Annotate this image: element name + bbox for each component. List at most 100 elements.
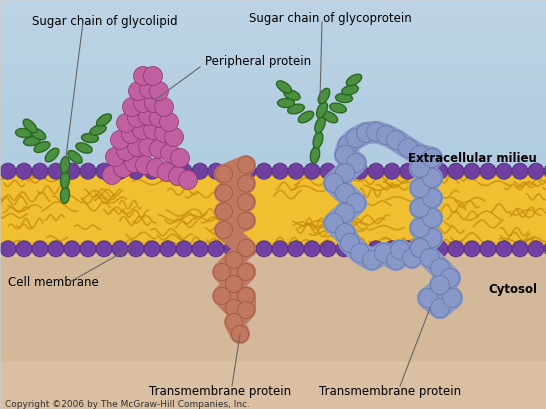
Circle shape: [240, 163, 256, 179]
Text: Transmembrane protein: Transmembrane protein: [319, 386, 461, 398]
Circle shape: [387, 250, 406, 270]
Circle shape: [225, 276, 242, 292]
Circle shape: [320, 241, 336, 257]
Text: Copyright ©2006 by The McGraw-Hill Companies, Inc.
All rights reserved.: Copyright ©2006 by The McGraw-Hill Compa…: [5, 400, 250, 409]
Circle shape: [48, 163, 64, 179]
Circle shape: [0, 241, 16, 257]
Circle shape: [225, 252, 242, 268]
Circle shape: [304, 163, 320, 179]
Circle shape: [335, 164, 354, 182]
Circle shape: [411, 178, 430, 198]
Circle shape: [80, 163, 96, 179]
Bar: [0, 43, 546, 52]
Circle shape: [351, 243, 370, 263]
Circle shape: [335, 184, 354, 202]
Circle shape: [336, 163, 352, 179]
Circle shape: [238, 193, 254, 211]
Circle shape: [357, 124, 376, 142]
Circle shape: [160, 163, 176, 179]
Circle shape: [225, 314, 242, 330]
Circle shape: [512, 163, 528, 179]
Circle shape: [411, 198, 430, 218]
Ellipse shape: [310, 146, 319, 164]
Circle shape: [432, 163, 448, 179]
Ellipse shape: [68, 151, 82, 164]
Bar: [0, 361, 546, 366]
Circle shape: [224, 241, 240, 257]
Circle shape: [216, 184, 233, 201]
Circle shape: [480, 163, 496, 179]
Ellipse shape: [315, 117, 325, 133]
Circle shape: [400, 241, 416, 257]
Circle shape: [411, 146, 430, 164]
Circle shape: [96, 241, 112, 257]
Circle shape: [232, 326, 248, 342]
Circle shape: [64, 241, 80, 257]
Circle shape: [288, 163, 304, 179]
Circle shape: [366, 123, 385, 142]
Circle shape: [416, 241, 432, 257]
Circle shape: [411, 238, 430, 258]
Circle shape: [128, 163, 144, 179]
Circle shape: [335, 204, 354, 222]
Circle shape: [496, 241, 512, 257]
Circle shape: [352, 163, 368, 179]
Ellipse shape: [61, 157, 69, 173]
Circle shape: [48, 241, 64, 257]
Circle shape: [423, 229, 442, 247]
Text: Sugar chain of glycoprotein: Sugar chain of glycoprotein: [248, 12, 411, 25]
Bar: [0, 172, 546, 248]
Circle shape: [146, 159, 165, 178]
Circle shape: [441, 268, 460, 288]
Bar: [0, 371, 546, 375]
Circle shape: [335, 146, 354, 164]
Ellipse shape: [288, 104, 304, 114]
Bar: [0, 395, 546, 399]
Ellipse shape: [346, 74, 361, 86]
Circle shape: [135, 155, 155, 175]
Circle shape: [442, 288, 461, 308]
Bar: [0, 77, 546, 86]
Text: Extracellular milieu: Extracellular milieu: [408, 151, 537, 164]
Circle shape: [96, 163, 112, 179]
Circle shape: [430, 258, 449, 277]
Circle shape: [387, 130, 406, 150]
Bar: [0, 60, 546, 69]
Circle shape: [448, 241, 464, 257]
Circle shape: [335, 146, 354, 164]
Circle shape: [390, 240, 410, 259]
Ellipse shape: [342, 85, 358, 95]
Circle shape: [430, 299, 449, 317]
Circle shape: [238, 288, 254, 304]
Circle shape: [272, 241, 288, 257]
Circle shape: [423, 209, 442, 227]
Circle shape: [238, 263, 254, 281]
Bar: [0, 129, 546, 137]
Circle shape: [411, 159, 430, 178]
Ellipse shape: [61, 171, 69, 189]
Circle shape: [155, 97, 174, 117]
Bar: [0, 375, 546, 380]
Circle shape: [448, 163, 464, 179]
Circle shape: [384, 163, 400, 179]
Circle shape: [402, 249, 422, 267]
Circle shape: [176, 163, 192, 179]
Circle shape: [208, 163, 224, 179]
Circle shape: [150, 81, 169, 101]
Circle shape: [216, 166, 233, 183]
Circle shape: [192, 163, 208, 179]
Circle shape: [134, 67, 152, 85]
Circle shape: [139, 79, 158, 99]
Circle shape: [399, 139, 418, 157]
Ellipse shape: [336, 93, 353, 103]
Circle shape: [224, 163, 240, 179]
Circle shape: [225, 276, 242, 292]
Bar: [0, 164, 546, 172]
Circle shape: [238, 240, 254, 256]
Bar: [0, 146, 546, 155]
Circle shape: [375, 243, 394, 263]
Circle shape: [122, 124, 140, 144]
Ellipse shape: [317, 102, 328, 118]
Circle shape: [64, 163, 80, 179]
Circle shape: [213, 263, 230, 281]
